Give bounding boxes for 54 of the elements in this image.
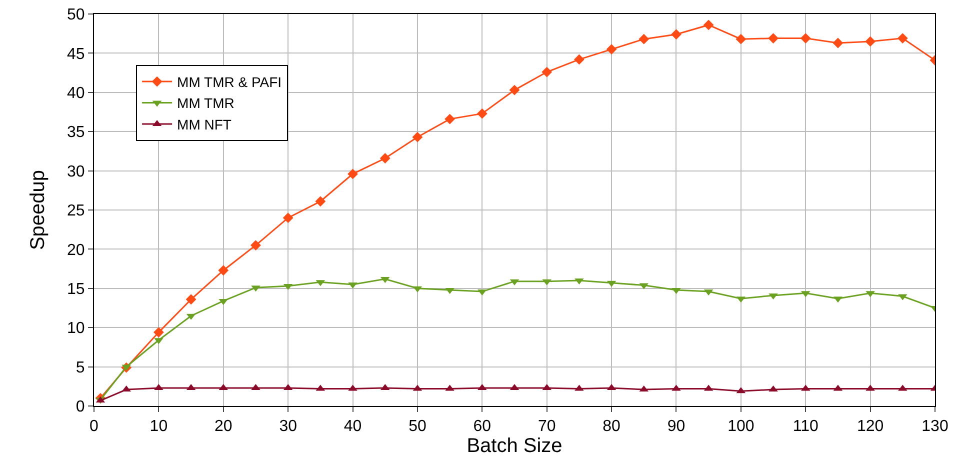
point (218, 265, 229, 276)
point (671, 29, 682, 40)
point (638, 34, 650, 44)
point (800, 33, 811, 44)
legend-label: MM TMR (177, 95, 234, 112)
point (897, 33, 908, 44)
point (444, 114, 456, 124)
x-tick-label: 70 (538, 418, 556, 436)
point (736, 34, 746, 44)
point (412, 132, 423, 142)
point (250, 240, 261, 250)
y-tick-label: 30 (67, 163, 85, 180)
y-axis-title: Speedup (27, 170, 49, 250)
point (476, 108, 488, 119)
y-tick-label: 50 (67, 6, 85, 24)
point (186, 294, 196, 305)
legend-label: MM NFT (177, 116, 232, 132)
point (703, 20, 714, 30)
x-tick-label: 110 (792, 418, 818, 436)
point (832, 38, 844, 48)
x-tick-label: 50 (408, 418, 426, 436)
point (153, 327, 164, 338)
x-tick-label: 60 (473, 418, 492, 436)
y-tick-label: 20 (67, 242, 85, 259)
point (574, 54, 584, 65)
x-tick-label: 0 (90, 418, 99, 436)
y-tick-label: 45 (67, 46, 85, 63)
point (542, 66, 552, 78)
x-tick-label: 30 (279, 418, 298, 436)
x-tick-label: 130 (922, 418, 948, 436)
point (768, 33, 778, 44)
x-tick-label: 100 (728, 418, 754, 436)
point (315, 196, 326, 207)
point (282, 212, 294, 224)
point (348, 168, 358, 180)
y-tick-label: 25 (67, 202, 85, 220)
x-axis-title: Batch Size (466, 435, 562, 458)
x-tick-label: 20 (214, 418, 232, 436)
point (865, 36, 876, 47)
y-tick-label: 40 (67, 85, 85, 102)
legend-label: MM TMR & PAFI (177, 74, 282, 90)
y-tick-label: 15 (67, 281, 85, 298)
x-tick-label: 120 (856, 418, 884, 436)
y-tick-label: 0 (76, 398, 85, 416)
y-tick-label: 35 (67, 124, 85, 142)
y-tick-label: 5 (76, 359, 85, 376)
point (606, 44, 617, 54)
x-tick-label: 90 (667, 418, 686, 436)
x-tick-label: 10 (150, 418, 168, 436)
x-tick-label: 40 (344, 418, 362, 436)
point (509, 84, 520, 96)
point (380, 153, 390, 164)
y-tick-label: 10 (67, 320, 85, 338)
x-tick-label: 80 (602, 418, 621, 436)
